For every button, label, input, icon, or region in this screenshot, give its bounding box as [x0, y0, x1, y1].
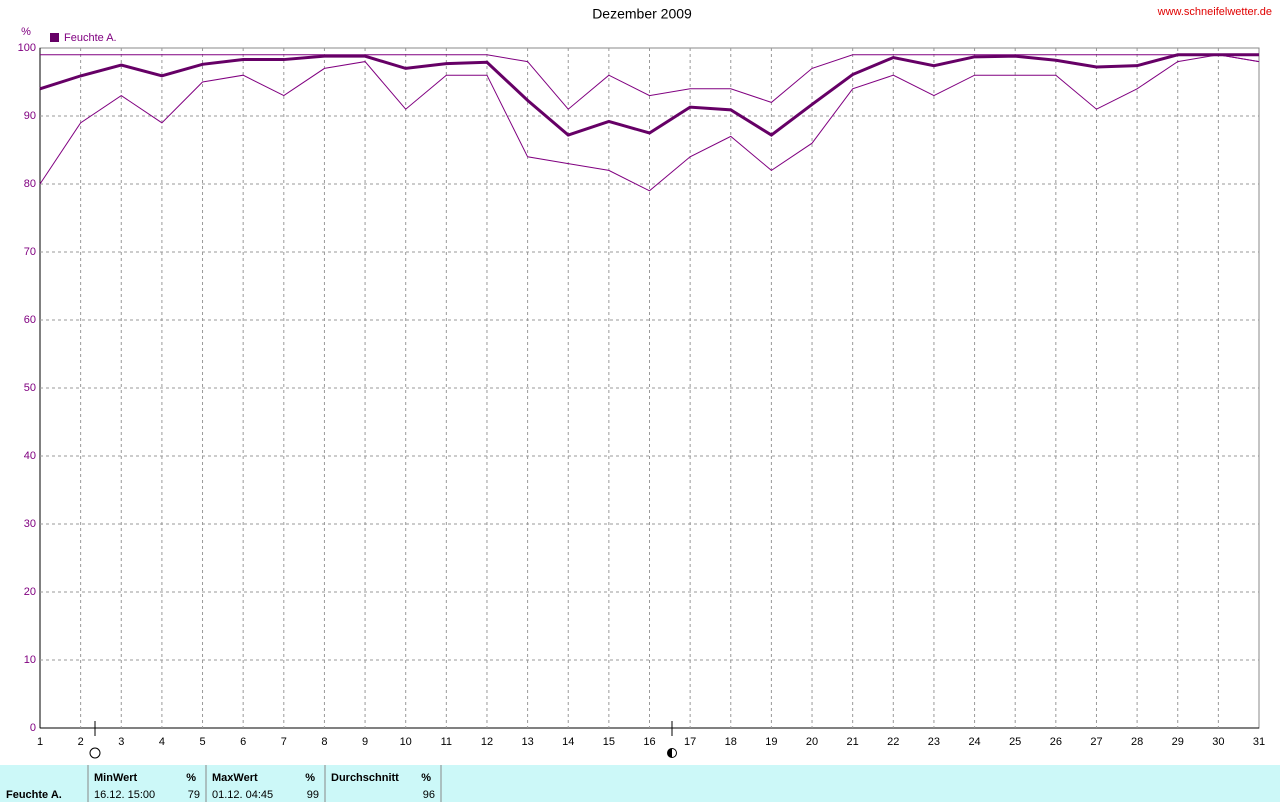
x-tick-label: 10 — [400, 736, 412, 748]
y-tick-label: 20 — [24, 586, 36, 598]
x-tick-label: 15 — [603, 736, 615, 748]
x-tick-label: 13 — [521, 736, 533, 748]
x-tick-label: 31 — [1253, 736, 1265, 748]
y-tick-label: 60 — [24, 314, 36, 326]
table-header: Durchschnitt — [331, 772, 399, 784]
series-line — [39, 54, 1260, 192]
full-moon — [89, 747, 101, 759]
x-tick-label: 16 — [643, 736, 655, 748]
y-tick-label: 40 — [24, 450, 36, 462]
last-quarter-shade — [667, 748, 672, 758]
x-tick-label: 28 — [1131, 736, 1143, 748]
y-tick-label: 0 — [30, 722, 36, 734]
x-tick-label: 24 — [968, 736, 980, 748]
x-tick-label: 12 — [481, 736, 493, 748]
x-tick-label: 4 — [159, 736, 165, 748]
table-unit: % — [305, 772, 315, 784]
table-value: 99 — [307, 789, 319, 801]
table-unit: % — [421, 772, 431, 784]
table-time: 16.12. 15:00 — [94, 789, 155, 801]
y-tick-label: 100 — [18, 42, 36, 54]
x-tick-label: 29 — [1172, 736, 1184, 748]
x-tick-label: 14 — [562, 736, 574, 748]
y-tick-label: 80 — [24, 178, 36, 190]
x-tick-label: 30 — [1212, 736, 1224, 748]
series-line — [40, 54, 1260, 110]
x-tick-label: 19 — [765, 736, 777, 748]
table-row-label: Feuchte A. — [6, 789, 62, 801]
source: www.schneifelwetter.de — [1157, 6, 1272, 18]
x-tick-label: 2 — [78, 736, 84, 748]
y-tick-label: 70 — [24, 246, 36, 258]
x-tick-label: 20 — [806, 736, 818, 748]
x-tick-label: 11 — [441, 736, 452, 748]
x-tick-label: 3 — [118, 736, 124, 748]
summary-bg — [0, 765, 1280, 802]
table-header: MinWert — [94, 772, 138, 784]
table-time: 01.12. 04:45 — [212, 789, 273, 801]
x-tick-label: 27 — [1090, 736, 1102, 748]
y-tick-label: 50 — [24, 382, 36, 394]
x-tick-label: 5 — [199, 736, 205, 748]
series-line — [39, 53, 1259, 137]
chart-title: Dezember 2009 — [592, 6, 692, 22]
x-tick-label: 6 — [240, 736, 246, 748]
y-tick-label: 90 — [24, 110, 36, 122]
x-tick-label: 1 — [37, 736, 43, 748]
x-tick-label: 25 — [1009, 736, 1021, 748]
x-tick-label: 22 — [887, 736, 899, 748]
table-value: 79 — [188, 789, 200, 801]
table-header: MaxWert — [212, 772, 258, 784]
x-tick-label: 18 — [725, 736, 737, 748]
table-value: 96 — [423, 789, 435, 801]
x-tick-label: 21 — [847, 736, 859, 748]
x-tick-label: 17 — [684, 736, 696, 748]
x-tick-label: 26 — [1050, 736, 1062, 748]
table-unit: % — [186, 772, 196, 784]
x-tick-label: 7 — [281, 736, 287, 748]
x-tick-label: 8 — [321, 736, 327, 748]
legend-swatch — [50, 33, 59, 42]
x-tick-label: 23 — [928, 736, 940, 748]
y-unit: % — [21, 26, 31, 38]
x-tick-label: 9 — [362, 736, 368, 748]
legend-label: Feuchte A. — [64, 32, 117, 44]
y-tick-label: 10 — [24, 654, 36, 666]
y-tick-label: 30 — [24, 518, 36, 530]
